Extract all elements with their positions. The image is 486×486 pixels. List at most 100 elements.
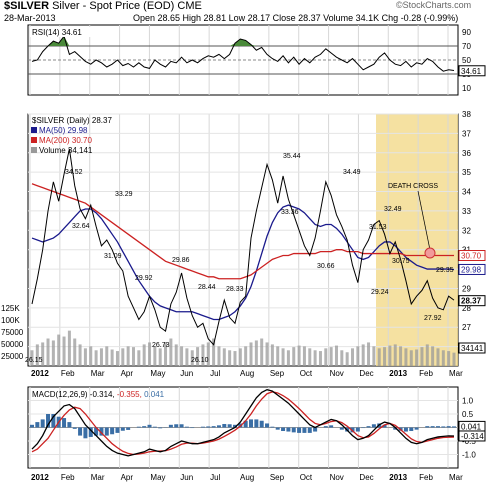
macd-histogram-bar <box>227 424 232 428</box>
volume-legend: Volume 34,141 <box>39 146 93 155</box>
volume-bar <box>148 342 152 366</box>
macd-histogram-bar <box>249 419 254 428</box>
volume-bar <box>105 346 109 366</box>
volume-tick-label: 50000 <box>1 340 24 349</box>
price-x-tick-label: Oct <box>300 369 313 378</box>
price-annotation: 29.35 <box>436 267 454 274</box>
macd-y-tick-label: -0.5 <box>462 437 476 446</box>
exchange: CME <box>177 0 202 12</box>
volume-bar <box>51 340 55 366</box>
macd-histogram-bar <box>323 426 328 428</box>
volume-bar <box>174 344 178 366</box>
macd-x-tick-label: Mar <box>449 473 463 482</box>
price-y-tick-label: 32 <box>462 226 471 235</box>
rsi-last-value: 34.61 <box>461 67 482 76</box>
price-x-tick-label: Dec <box>359 369 373 378</box>
price-annotation: 31.09 <box>104 253 122 260</box>
price-annotation: 27.92 <box>424 315 442 322</box>
macd-histogram-bar <box>339 427 344 430</box>
macd-histogram-bar <box>232 424 237 428</box>
price-y-tick-label: 37 <box>462 129 471 138</box>
price-y-tick-label: 33 <box>462 207 471 216</box>
macd-histogram-bar <box>211 426 216 428</box>
volume-tick-label: 25000 <box>1 352 24 361</box>
volume-bar <box>206 342 210 366</box>
price-annotation: 29.92 <box>135 275 153 282</box>
volume-bar <box>254 340 258 366</box>
volume-bar <box>351 348 355 366</box>
macd-histogram-bar <box>184 426 189 428</box>
volume-bar <box>153 346 157 366</box>
macd-histogram-bar <box>371 424 376 428</box>
price-last-value-box <box>458 263 486 275</box>
ma200-legend-swatch <box>31 137 37 143</box>
price-annotation: 28.33 <box>226 286 244 293</box>
volume-bar <box>180 346 184 366</box>
price-y-tick-label: 34 <box>462 188 471 197</box>
ma200-line <box>31 183 454 280</box>
macd-histogram-bar <box>83 427 88 439</box>
macd-x-tick-label: Aug <box>240 473 254 482</box>
macd-histogram-bar <box>168 424 173 428</box>
volume-bar <box>57 334 61 366</box>
volume-bar <box>99 348 103 366</box>
price-x-tick-label: Feb <box>419 369 433 378</box>
volume-bar <box>441 350 445 366</box>
macd-histogram-bar <box>222 423 227 428</box>
macd-histogram-bar <box>291 427 296 433</box>
macd-histogram-bar <box>297 427 302 433</box>
volume-bar <box>169 338 173 366</box>
macd-histogram-bar <box>62 418 67 428</box>
macd-histogram-bar <box>88 427 93 437</box>
price-x-tick-label: Jul <box>210 369 220 378</box>
volume-bar <box>115 351 119 366</box>
price-y-tick-label: 29 <box>462 284 471 293</box>
macd-histogram-bar <box>435 426 440 428</box>
macd-line <box>31 389 455 457</box>
macd-x-tick-label: Jul <box>210 473 220 482</box>
volume-bar <box>94 350 98 366</box>
volume-bar <box>142 344 146 366</box>
volume-bar <box>324 348 328 366</box>
volume-bar <box>137 350 141 366</box>
macd-x-tick-label: Oct <box>300 473 313 482</box>
macd-histogram-bar <box>313 427 318 432</box>
macd-histogram-bar <box>35 422 40 428</box>
volume-bar <box>201 344 205 366</box>
macd-histogram-bar <box>409 427 414 432</box>
volume-bar <box>270 344 274 366</box>
macd-x-tick-label: Apr <box>121 473 134 482</box>
price-x-tick-label: 2013 <box>389 369 407 378</box>
volume-bar <box>83 348 87 366</box>
volume-bar <box>121 348 125 366</box>
price-annotation: 34.52 <box>65 169 83 176</box>
price-last-value-box <box>458 342 486 354</box>
price-annotation: 32.64 <box>72 223 90 230</box>
macd-histogram-bar <box>430 426 435 428</box>
volume-bar <box>46 338 50 366</box>
macd-histogram-bar <box>51 414 56 428</box>
volume-bar <box>244 346 248 366</box>
death-cross-arrow <box>417 190 431 251</box>
highlight-region <box>376 114 458 366</box>
macd-histogram-bar <box>46 414 51 428</box>
volume-tick-label: 75000 <box>1 328 24 337</box>
price-annotation: 32.49 <box>384 206 402 213</box>
price-x-tick-label: 2012 <box>31 369 49 378</box>
volume-bar <box>62 336 66 366</box>
macd-histogram-bar <box>355 427 360 432</box>
volume-bar <box>222 348 226 366</box>
price-y-tick-label: 27 <box>462 323 471 332</box>
volume-bar <box>399 346 403 366</box>
macd-x-tick-label: Dec <box>359 473 373 482</box>
macd-histogram-bar <box>200 426 205 428</box>
macd-histogram-bar <box>425 426 430 428</box>
price-legend-title: $SILVER (Daily) 28.37 <box>32 116 112 125</box>
macd-histogram-bar <box>174 424 179 428</box>
macd-histogram-bar <box>216 425 221 428</box>
price-annotation: 29.86 <box>172 257 190 264</box>
macd-x-tick-label: Nov <box>330 473 344 482</box>
price-annotation: 30.75 <box>392 258 410 265</box>
price-x-tick-label: Mar <box>91 369 105 378</box>
macd-histogram-bar <box>30 424 34 428</box>
